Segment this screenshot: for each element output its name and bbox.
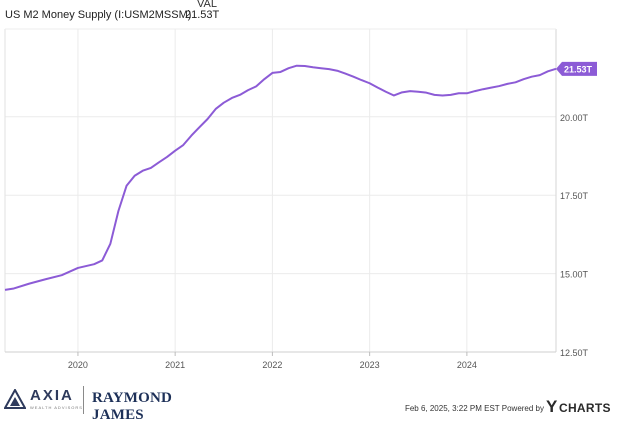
legend-series-value: 21.53T xyxy=(185,9,220,21)
footer-logos: AXIA WEALTH ADVISORS RAYMOND JAMES xyxy=(4,386,224,423)
attribution: Feb 6, 2025, 3:22 PM EST Powered by Y CH… xyxy=(298,397,618,418)
x-tick-label: 2024 xyxy=(457,360,477,370)
y-tick-label: 15.00T xyxy=(560,270,589,280)
plot-frame xyxy=(4,28,557,353)
y-tick-label: 20.00T xyxy=(560,113,589,123)
axia-logo-text: AXIA xyxy=(30,387,74,404)
legend-series-name[interactable]: US M2 Money Supply (I:USM2MSSM) xyxy=(5,9,192,21)
x-tick-label: 2023 xyxy=(360,360,380,370)
ycharts-logo[interactable]: Y CHARTS xyxy=(546,397,618,416)
ycharts-y-icon: Y xyxy=(546,397,558,416)
last-value-flag-bg xyxy=(556,61,597,76)
x-tick-label: 2021 xyxy=(165,360,185,370)
y-axis-ticks: 12.50T 15.00T 17.50T 20.00T xyxy=(560,113,589,358)
series-line xyxy=(4,64,557,291)
axia-logo-subtext: WEALTH ADVISORS xyxy=(30,405,83,410)
attribution-text: Feb 6, 2025, 3:22 PM EST Powered by xyxy=(404,404,544,413)
y-tick-label: 12.50T xyxy=(560,348,589,358)
series-layer xyxy=(4,64,557,291)
last-value-label: 21.53T xyxy=(564,64,593,74)
logo-divider xyxy=(83,386,84,414)
x-tick-label: 2022 xyxy=(262,360,282,370)
y-tick-label: 17.50T xyxy=(560,191,589,201)
raymond-james-logo: RAYMOND JAMES xyxy=(92,390,173,423)
ycharts-logo-text: CHARTS xyxy=(559,401,611,415)
chart-legend: VAL US M2 Money Supply (I:USM2MSSM) 21.5… xyxy=(0,0,260,24)
axia-logo-icon xyxy=(4,389,26,409)
x-axis-ticks: 2020 2021 2022 2023 2024 xyxy=(68,352,477,370)
x-tick-label: 2020 xyxy=(68,360,88,370)
legend-val-header: VAL xyxy=(197,0,217,10)
last-value-flag: 21.53T xyxy=(556,61,597,76)
grid-lines xyxy=(5,29,556,352)
